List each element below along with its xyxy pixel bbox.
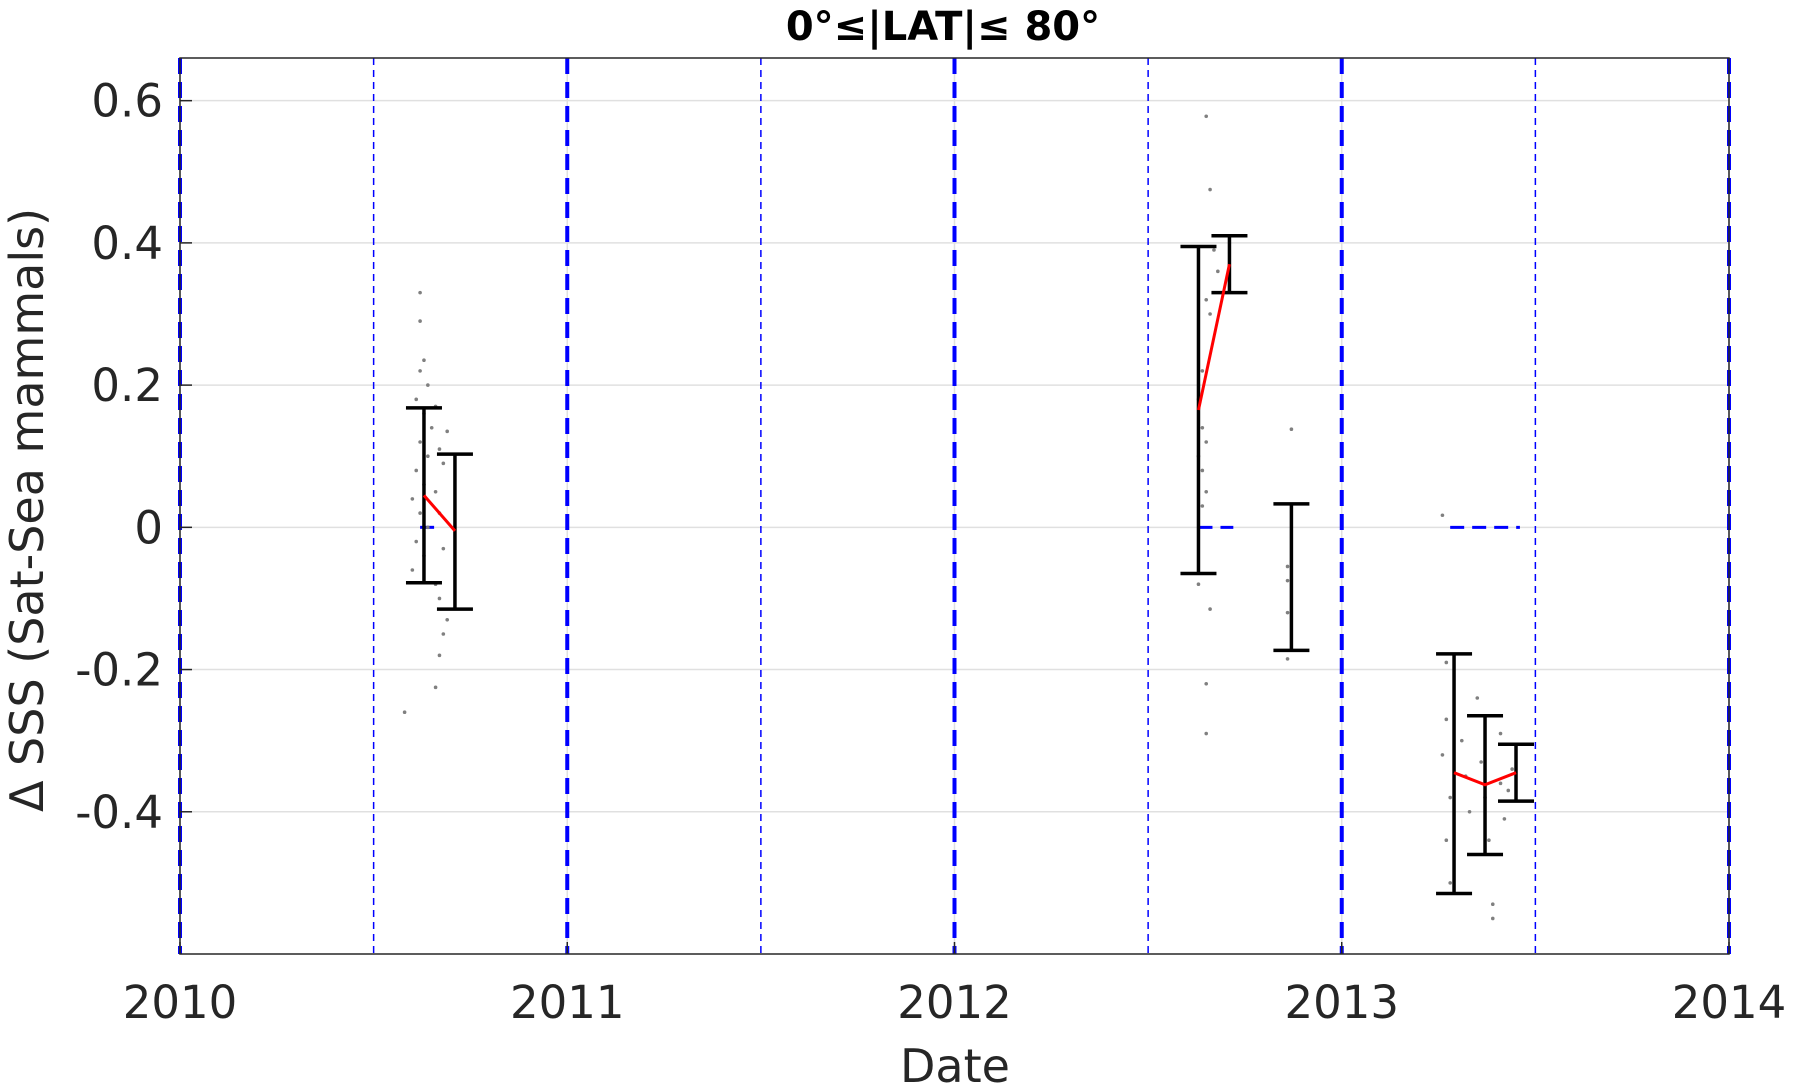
data-point (1285, 610, 1290, 615)
x-tick-label: 2011 (510, 976, 625, 1029)
data-point (418, 319, 422, 323)
data-point (414, 397, 419, 402)
data-point (1498, 781, 1503, 786)
data-point (1444, 660, 1449, 665)
data-point (1204, 681, 1209, 686)
x-axis-ticks: 2010 2011 2012 2013 2014 (123, 942, 1787, 1029)
data-point (437, 596, 442, 601)
data-point (426, 454, 430, 459)
data-point (1204, 297, 1209, 302)
data-point (437, 447, 442, 451)
data-point (1459, 738, 1464, 743)
mean-line (422, 494, 457, 532)
data-point (1208, 607, 1212, 611)
data-point (1444, 838, 1449, 843)
y-axis-ticks: -0.4 -0.2 0 0.2 0.4 0.6 (75, 75, 192, 839)
data-point (418, 511, 422, 515)
scatter-points (402, 114, 1514, 921)
data-point (429, 425, 434, 430)
y-tick-label: 0.6 (91, 75, 163, 128)
data-point (418, 440, 422, 444)
data-point (410, 568, 415, 572)
data-point (1440, 753, 1445, 757)
data-point (1200, 369, 1205, 373)
mean-lines (422, 263, 1517, 787)
data-point (1510, 767, 1514, 771)
data-point (1479, 760, 1483, 764)
mean-line (1197, 263, 1231, 411)
y-axis-label: Δ SSS (Sat-Sea mammals) (0, 208, 54, 812)
data-point (1490, 916, 1495, 921)
data-point (422, 358, 426, 363)
data-point (441, 461, 446, 466)
data-point (1204, 440, 1209, 444)
data-point (1475, 696, 1480, 700)
y-tick-label: -0.2 (75, 644, 163, 697)
data-point (1200, 425, 1205, 430)
errorbar (1498, 742, 1535, 803)
data-point (410, 497, 415, 501)
data-point (402, 710, 407, 715)
errorbar (405, 406, 442, 585)
data-point (418, 369, 422, 373)
errorbar (436, 452, 473, 611)
data-point (445, 617, 450, 622)
data-point (1490, 902, 1495, 907)
data-point (1204, 114, 1209, 119)
data-point (1216, 269, 1220, 274)
data-point (1285, 657, 1290, 661)
data-point (1285, 564, 1290, 569)
errorbar (1273, 502, 1310, 653)
data-point (1208, 187, 1212, 192)
data-point (1467, 809, 1472, 814)
data-point (1204, 489, 1209, 494)
data-point (414, 539, 419, 544)
x-tick-label: 2013 (1284, 976, 1399, 1029)
data-point (1204, 731, 1209, 736)
data-point (414, 468, 419, 473)
data-point (1285, 578, 1290, 583)
data-point (1200, 468, 1205, 473)
data-point (426, 383, 430, 387)
mean-line (1453, 771, 1517, 787)
data-point (437, 653, 442, 658)
data-point (441, 546, 446, 551)
x-tick-label: 2014 (1672, 976, 1787, 1029)
data-point (445, 429, 450, 434)
data-point (1212, 248, 1216, 252)
x-axis-label: Date (900, 1039, 1010, 1087)
data-point (1444, 717, 1449, 722)
data-point (433, 489, 438, 494)
data-point (1200, 504, 1205, 508)
y-tick-label: 0.2 (91, 359, 163, 412)
data-point (1498, 731, 1503, 736)
y-tick-label: 0.4 (91, 217, 163, 270)
data-point (1448, 795, 1452, 800)
data-point (1448, 881, 1452, 885)
data-point (418, 290, 422, 295)
y-tick-label: -0.4 (75, 786, 163, 839)
data-point (1487, 838, 1491, 843)
data-point (1208, 312, 1212, 316)
chart-title: 0°≤|LAT|≤ 80° (786, 4, 1100, 51)
data-point (1196, 582, 1201, 587)
data-point (441, 632, 446, 636)
data-point (1502, 817, 1507, 821)
y-tick-label: 0 (134, 501, 163, 554)
data-point (433, 685, 438, 690)
data-point (1506, 788, 1511, 793)
data-point (1289, 427, 1294, 432)
x-tick-label: 2012 (897, 976, 1012, 1029)
x-tick-label: 2010 (123, 976, 238, 1029)
data-point (1440, 513, 1445, 518)
data-point (426, 525, 430, 530)
